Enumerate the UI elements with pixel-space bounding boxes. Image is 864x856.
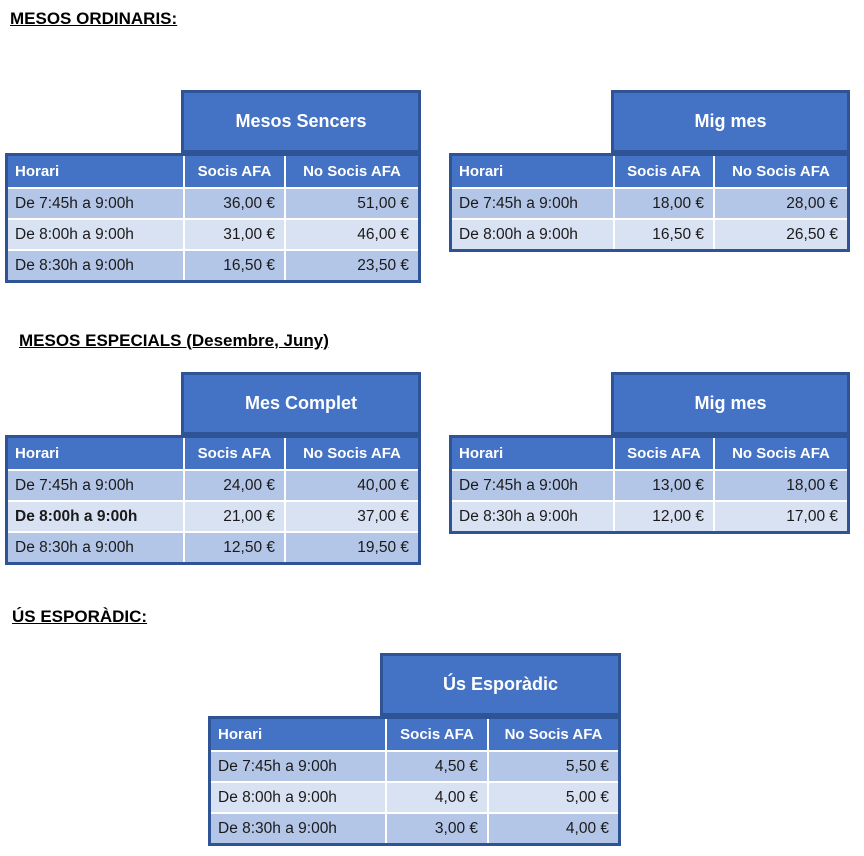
table-title-box: Mig mes <box>611 372 850 435</box>
table-title: Mig mes <box>694 111 767 131</box>
table-title-box: Mig mes <box>611 90 850 153</box>
section-heading-us-esporadic: ÚS ESPORÀDIC: <box>12 607 148 626</box>
column-header-socis: Socis AFA <box>183 438 284 469</box>
socis-price-cell: 3,00 € <box>385 812 487 843</box>
no-socis-price-cell: 5,50 € <box>487 750 618 781</box>
table-title: Mesos Sencers <box>235 111 367 131</box>
column-header-horari: Horari <box>211 719 385 750</box>
socis-price-cell: 16,50 € <box>613 218 713 249</box>
header-row: Horari Socis AFA No Socis AFA <box>8 438 418 469</box>
socis-price-cell: 31,00 € <box>183 218 284 249</box>
header-row: Horari Socis AFA No Socis AFA <box>8 156 418 187</box>
no-socis-price-cell: 26,50 € <box>713 218 847 249</box>
horari-cell: De 7:45h a 9:00h <box>452 469 613 500</box>
no-socis-price-cell: 18,00 € <box>713 469 847 500</box>
no-socis-price-cell: 51,00 € <box>284 187 418 218</box>
table-row: De 8:30h a 9:00h 3,00 € 4,00 € <box>211 812 618 843</box>
price-grid: Horari Socis AFA No Socis AFA De 7:45h a… <box>449 435 850 534</box>
socis-price-cell: 12,50 € <box>183 531 284 562</box>
horari-cell: De 8:30h a 9:00h <box>8 249 183 280</box>
table-row: De 7:45h a 9:00h 18,00 € 28,00 € <box>452 187 847 218</box>
header-row: Horari Socis AFA No Socis AFA <box>452 156 847 187</box>
section-heading-mesos-ordinaris: MESOS ORDINARIS: <box>10 9 178 28</box>
horari-cell: De 8:30h a 9:00h <box>211 812 385 843</box>
table-title: Mig mes <box>694 393 767 413</box>
table-mesos-sencers: Mesos Sencers Horari Socis AFA No Socis … <box>5 90 421 283</box>
table-mes-complet: Mes Complet Horari Socis AFA No Socis AF… <box>5 372 421 565</box>
column-header-socis: Socis AFA <box>385 719 487 750</box>
column-header-socis: Socis AFA <box>613 438 713 469</box>
table-row: De 8:00h a 9:00h 21,00 € 37,00 € <box>8 500 418 531</box>
no-socis-price-cell: 19,50 € <box>284 531 418 562</box>
table-row: De 7:45h a 9:00h 4,50 € 5,50 € <box>211 750 618 781</box>
socis-price-cell: 16,50 € <box>183 249 284 280</box>
table-us-esporadic: Ús Esporàdic Horari Socis AFA No Socis A… <box>208 653 621 846</box>
horari-cell: De 7:45h a 9:00h <box>452 187 613 218</box>
price-grid: Horari Socis AFA No Socis AFA De 7:45h a… <box>5 435 421 565</box>
price-grid: Horari Socis AFA No Socis AFA De 7:45h a… <box>5 153 421 283</box>
socis-price-cell: 13,00 € <box>613 469 713 500</box>
price-grid: Horari Socis AFA No Socis AFA De 7:45h a… <box>208 716 621 846</box>
no-socis-price-cell: 4,00 € <box>487 812 618 843</box>
no-socis-price-cell: 46,00 € <box>284 218 418 249</box>
column-header-horari: Horari <box>452 156 613 187</box>
section-heading-mesos-especials: MESOS ESPECIALS (Desembre, Juny) <box>19 331 329 350</box>
column-header-no-socis: No Socis AFA <box>284 156 418 187</box>
table-row: De 8:00h a 9:00h 31,00 € 46,00 € <box>8 218 418 249</box>
no-socis-price-cell: 40,00 € <box>284 469 418 500</box>
table-title: Ús Esporàdic <box>442 674 559 694</box>
horari-cell: De 8:30h a 9:00h <box>452 500 613 531</box>
table-row: De 8:00h a 9:00h 4,00 € 5,00 € <box>211 781 618 812</box>
table-title-box: Mesos Sencers <box>181 90 421 153</box>
header-row: Horari Socis AFA No Socis AFA <box>452 438 847 469</box>
socis-price-cell: 36,00 € <box>183 187 284 218</box>
table-row: De 8:30h a 9:00h 16,50 € 23,50 € <box>8 249 418 280</box>
column-header-horari: Horari <box>8 156 183 187</box>
column-header-no-socis: No Socis AFA <box>284 438 418 469</box>
table-row: De 7:45h a 9:00h 36,00 € 51,00 € <box>8 187 418 218</box>
table-mig-mes-ordinaris: Mig mes Horari Socis AFA No Socis AFA De… <box>449 90 850 252</box>
horari-cell: De 8:00h a 9:00h <box>211 781 385 812</box>
price-grid: Horari Socis AFA No Socis AFA De 7:45h a… <box>449 153 850 252</box>
table-row: De 8:30h a 9:00h 12,00 € 17,00 € <box>452 500 847 531</box>
socis-price-cell: 4,00 € <box>385 781 487 812</box>
column-header-socis: Socis AFA <box>183 156 284 187</box>
table-title-box: Ús Esporàdic <box>380 653 621 716</box>
horari-cell: De 8:00h a 9:00h <box>8 218 183 249</box>
table-row: De 7:45h a 9:00h 24,00 € 40,00 € <box>8 469 418 500</box>
socis-price-cell: 24,00 € <box>183 469 284 500</box>
horari-cell: De 8:30h a 9:00h <box>8 531 183 562</box>
no-socis-price-cell: 17,00 € <box>713 500 847 531</box>
socis-price-cell: 4,50 € <box>385 750 487 781</box>
socis-price-cell: 12,00 € <box>613 500 713 531</box>
column-header-no-socis: No Socis AFA <box>487 719 618 750</box>
table-row: De 8:30h a 9:00h 12,50 € 19,50 € <box>8 531 418 562</box>
table-title-box: Mes Complet <box>181 372 421 435</box>
socis-price-cell: 18,00 € <box>613 187 713 218</box>
table-title: Mes Complet <box>244 393 358 413</box>
column-header-horari: Horari <box>452 438 613 469</box>
horari-cell: De 8:00h a 9:00h <box>8 500 183 531</box>
column-header-no-socis: No Socis AFA <box>713 156 847 187</box>
column-header-horari: Horari <box>8 438 183 469</box>
header-row: Horari Socis AFA No Socis AFA <box>211 719 618 750</box>
no-socis-price-cell: 23,50 € <box>284 249 418 280</box>
horari-cell: De 7:45h a 9:00h <box>211 750 385 781</box>
no-socis-price-cell: 5,00 € <box>487 781 618 812</box>
table-row: De 8:00h a 9:00h 16,50 € 26,50 € <box>452 218 847 249</box>
no-socis-price-cell: 28,00 € <box>713 187 847 218</box>
table-row: De 7:45h a 9:00h 13,00 € 18,00 € <box>452 469 847 500</box>
horari-cell: De 7:45h a 9:00h <box>8 469 183 500</box>
horari-cell: De 8:00h a 9:00h <box>452 218 613 249</box>
column-header-no-socis: No Socis AFA <box>713 438 847 469</box>
table-mig-mes-especials: Mig mes Horari Socis AFA No Socis AFA De… <box>449 372 850 534</box>
column-header-socis: Socis AFA <box>613 156 713 187</box>
no-socis-price-cell: 37,00 € <box>284 500 418 531</box>
horari-cell: De 7:45h a 9:00h <box>8 187 183 218</box>
socis-price-cell: 21,00 € <box>183 500 284 531</box>
